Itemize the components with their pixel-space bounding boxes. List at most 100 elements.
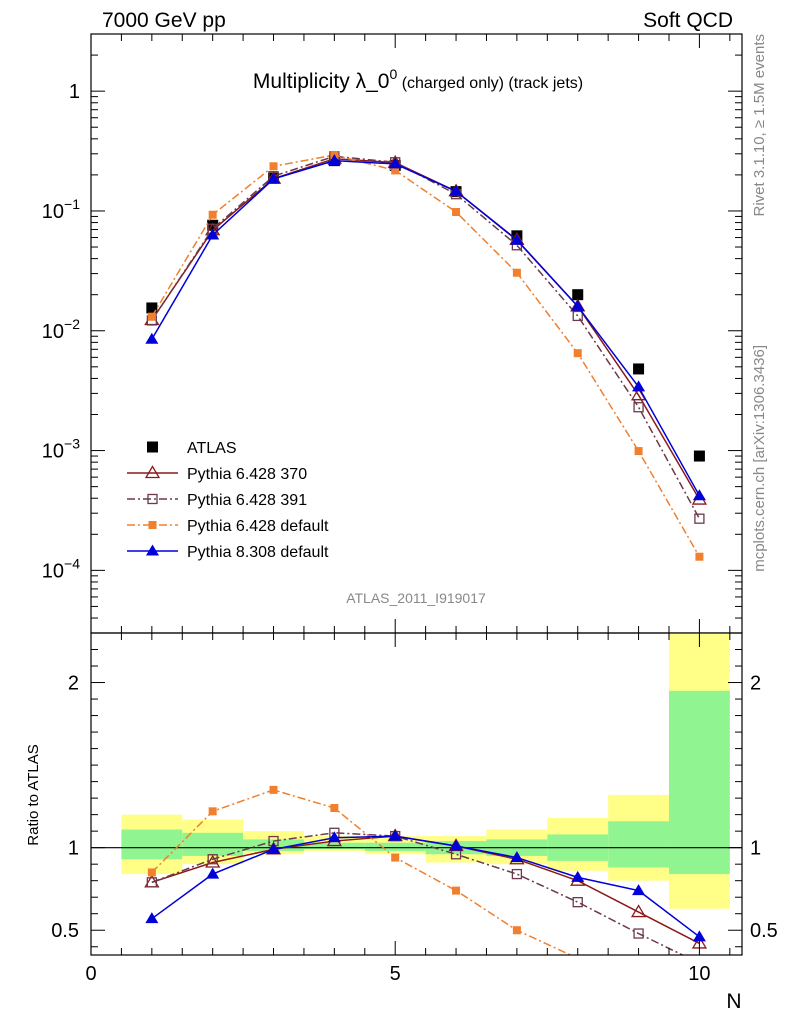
- main-data-point: [571, 299, 585, 311]
- main-data-point: [572, 310, 583, 322]
- ratio-data-point: [327, 831, 341, 843]
- ratio-axes: [90, 632, 743, 956]
- main-data-point: [206, 228, 220, 240]
- main-data-point: [572, 289, 584, 301]
- ratio-data-point: [330, 804, 339, 813]
- legend-marker: [146, 544, 159, 556]
- main-y-tick-label: 10−1: [42, 196, 80, 223]
- main-data-point: [207, 219, 219, 231]
- main-data-point: [633, 402, 644, 413]
- ratio-data-point: [632, 884, 646, 896]
- ratio-data-point: [572, 897, 583, 908]
- chart-title-main: Multiplicity λ_0: [253, 70, 390, 93]
- legend-label: Pythia 6.428 391: [187, 492, 307, 509]
- header-energy-label: 7000 GeV pp: [102, 9, 226, 32]
- ratio-data-point: [145, 912, 159, 924]
- ratio-data-point: [206, 867, 220, 879]
- chart-title-small: (charged only) (track jets): [397, 75, 583, 92]
- legend-marker: [144, 465, 161, 479]
- ratio-data-point: [391, 853, 400, 862]
- header-process-label: Soft QCD: [643, 9, 733, 32]
- legend-marker: [147, 493, 158, 505]
- ratio-y-tick-label: 0.5: [51, 920, 79, 942]
- chart-title-sup: 0: [389, 66, 397, 82]
- main-data-point: [632, 380, 646, 392]
- legend-entry: Pythia 6.428 370: [127, 465, 307, 483]
- ratio-data-point: [512, 926, 521, 935]
- ratio-data-point: [630, 904, 647, 918]
- ratio-data-point: [633, 928, 644, 939]
- ratio-data-point: [205, 854, 221, 868]
- legend-entry: Pythia 6.428 default: [127, 518, 329, 535]
- main-data-point: [512, 268, 521, 277]
- ratio-series-3: [145, 829, 706, 942]
- ratio-series-group: [144, 785, 708, 955]
- ratio-band-inner: [121, 829, 183, 860]
- legend-label: Pythia 6.428 370: [187, 466, 307, 483]
- legend-entry: ATLAS: [147, 440, 237, 457]
- main-data-point: [145, 332, 159, 344]
- ratio-y-tick-label: 1: [68, 838, 79, 860]
- main-data-point: [694, 513, 705, 524]
- ratio-band-inner: [668, 690, 730, 875]
- main-data-point: [146, 302, 158, 314]
- main-y-tick-label: 10−4: [42, 555, 80, 582]
- main-data-point: [269, 162, 278, 171]
- main-series-line: [151, 155, 701, 520]
- analysis-id: ATLAS_2011_I919017: [346, 590, 486, 606]
- main-y-tick-label: 10−3: [42, 436, 80, 463]
- main-series-line: [151, 154, 701, 558]
- main-y-tick-labels: 1 10−1 10−2 10−3 10−4: [42, 81, 80, 582]
- legend: ATLAS Pythia 6.428 370 Pythia 6.428 391 Pyt…: [127, 440, 329, 561]
- ratio-data-point: [692, 930, 706, 942]
- main-data-point: [695, 552, 704, 561]
- ratio-series-2: [147, 785, 573, 955]
- mcplots-label: mcplots.cern.ch [arXiv:1306.3436]: [751, 345, 768, 572]
- ratio-data-point: [571, 870, 585, 882]
- legend-entry: Pythia 6.428 391: [127, 492, 307, 509]
- main-data-point: [388, 157, 402, 169]
- legend-marker: [148, 521, 157, 529]
- ratio-series-line: [151, 832, 685, 955]
- rivet-label: Rivet 3.1.10, ≥ 1.5M events: [751, 34, 768, 217]
- main-series-group: [144, 150, 708, 561]
- ratio-bands: [91, 633, 742, 909]
- x-tick-label: 10: [688, 963, 710, 985]
- main-data-point: [693, 450, 705, 462]
- ratio-panel: 0.5 0.5 1 1 2 2 0 5 10: [51, 632, 778, 985]
- main-series-line: [151, 159, 701, 497]
- ratio-series-line: [151, 835, 700, 938]
- ratio-tick-labels: 0.5 0.5 1 1 2 2 0 5 10: [51, 673, 778, 985]
- legend-label: Pythia 8.308 default: [187, 544, 329, 561]
- main-data-point: [452, 208, 461, 217]
- ratio-data-point: [267, 842, 281, 854]
- main-panel: 1 10−1 10−2 10−3 10−4: [42, 33, 743, 634]
- ratio-data-point: [208, 807, 217, 816]
- ratio-band-inner: [182, 832, 244, 856]
- ratio-band-inner: [364, 842, 426, 851]
- x-axis-label: N: [726, 990, 741, 1013]
- ratio-y-tick-label-right: 2: [750, 673, 761, 695]
- ratio-y-tick-label-right: 0.5: [750, 920, 778, 942]
- ratio-y-axis-label: Ratio to ATLAS: [25, 744, 42, 845]
- main-series-4: [145, 154, 706, 501]
- main-data-point: [208, 210, 217, 219]
- ratio-y-tick-label-right: 1: [750, 838, 761, 860]
- ratio-data-point: [269, 785, 278, 794]
- main-y-tick-label: 1: [69, 81, 80, 103]
- main-data-point: [327, 154, 341, 166]
- main-axes: [90, 33, 743, 634]
- x-tick-label: 0: [85, 963, 96, 985]
- main-data-point: [147, 312, 156, 321]
- chart-title: Multiplicity λ_00 (charged only) (track …: [253, 66, 583, 93]
- main-data-point: [634, 447, 643, 456]
- legend-label: ATLAS: [187, 440, 237, 457]
- ratio-data-point: [388, 829, 402, 841]
- main-data-point: [510, 233, 524, 245]
- ratio-data-point: [207, 854, 218, 865]
- ratio-data-point: [510, 851, 524, 863]
- ratio-data-point: [146, 877, 157, 888]
- ratio-data-point: [452, 886, 461, 895]
- ratio-data-point: [449, 839, 463, 851]
